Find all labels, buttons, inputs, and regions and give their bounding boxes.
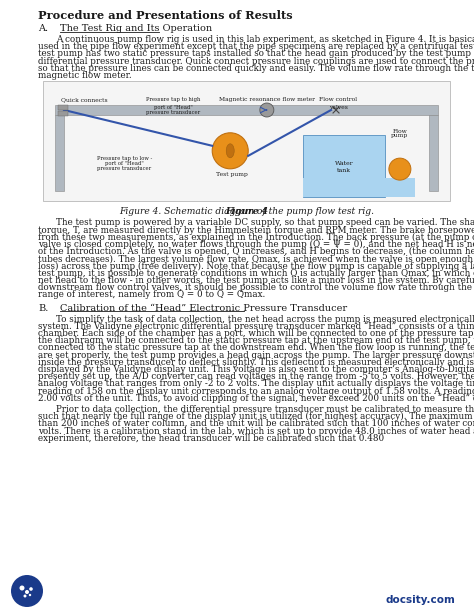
Text: downstream flow control valves, it should be possible to control the volume flow: downstream flow control valves, it shoul… (38, 283, 474, 292)
Text: A.: A. (38, 24, 48, 33)
Text: inside the pressure transducer to deflect slightly. This deflection is measured : inside the pressure transducer to deflec… (38, 358, 474, 367)
Text: so that the pressure lines can be connected quickly and easily. The volume flow : so that the pressure lines can be connec… (38, 64, 474, 73)
Text: The Test Rig and Its Operation: The Test Rig and Its Operation (60, 24, 212, 33)
Text: range of interest, namely from Q = 0 to Q = Qmax.: range of interest, namely from Q = 0 to … (38, 291, 265, 299)
Circle shape (11, 575, 43, 607)
Text: chamber. Each side of the chamber has a port, which will be connected to one of : chamber. Each side of the chamber has a … (38, 329, 474, 338)
Bar (55, 105, 438, 115)
Text: such that nearly the full range of the display unit is utilized (for highest acc: such that nearly the full range of the d… (38, 412, 474, 421)
Text: connected to the static pressure tap at the downstream end. When the flow loop i: connected to the static pressure tap at … (38, 343, 474, 352)
Text: presently set up, the A/D converter can read voltages in the range from -5 to 5 : presently set up, the A/D converter can … (38, 372, 474, 381)
Text: differential pressure transducer. Quick connect pressure line couplings are used: differential pressure transducer. Quick … (38, 56, 474, 66)
Text: of the Introduction. As the valve is opened, Q increases, and H begins to decrea: of the Introduction. As the valve is ope… (38, 247, 474, 256)
Circle shape (212, 133, 248, 169)
Text: test pump has two static pressure taps installed so that the head gain produced : test pump has two static pressure taps i… (38, 50, 474, 58)
Text: magnetic flow meter.: magnetic flow meter. (38, 71, 132, 80)
Text: Quick connects: Quick connects (61, 97, 108, 102)
Circle shape (389, 158, 411, 180)
Ellipse shape (226, 144, 234, 158)
Text: tank: tank (337, 167, 351, 172)
Bar (429, 115, 438, 191)
Text: To simplify the task of data collection, the net head across the pump is measure: To simplify the task of data collection,… (56, 314, 474, 324)
Text: displayed by the Validyne display unit. This voltage is also sent to the compute: displayed by the Validyne display unit. … (38, 365, 474, 374)
Bar (58, 110, 68, 115)
Text: pressure transducer: pressure transducer (146, 110, 201, 115)
Circle shape (25, 590, 29, 594)
Text: net head to the flow - in other words, the test pump acts like a minor loss in t: net head to the flow - in other words, t… (38, 276, 474, 285)
Circle shape (29, 587, 33, 591)
Text: Figure 4. Schematic diagram of the pump flow test rig.: Figure 4. Schematic diagram of the pump … (119, 207, 374, 216)
Text: loss) across the pump (free delivery). Note that because the flow pump is capabl: loss) across the pump (free delivery). N… (38, 262, 474, 271)
Text: Figure 4: Figure 4 (225, 207, 268, 216)
Text: port of "Head": port of "Head" (105, 161, 144, 166)
Text: analog voltage that ranges from only -2 to 2 volts. The display unit actually di: analog voltage that ranges from only -2 … (38, 379, 474, 389)
Text: Magnetic resonance flow meter: Magnetic resonance flow meter (219, 97, 315, 102)
Text: are set properly, the test pump provides a head gain across the pump. The larger: are set properly, the test pump provides… (38, 351, 474, 360)
Circle shape (19, 585, 25, 590)
Text: pressure transducer: pressure transducer (97, 166, 152, 171)
Text: than 200 inches of water column, and the unit will be calibrated such that 100 i: than 200 inches of water column, and the… (38, 419, 474, 428)
Circle shape (24, 595, 27, 598)
Text: the diaphragm will be connected to the static pressure tap at the upstream end o: the diaphragm will be connected to the s… (38, 336, 474, 345)
Text: used in the pipe flow experiment except that the pipe specimens are replaced by : used in the pipe flow experiment except … (38, 42, 474, 51)
Text: B.: B. (38, 303, 48, 313)
Text: volts. There is a calibration stand in the lab, which is set up to provide 48.0 : volts. There is a calibration stand in t… (38, 427, 474, 436)
Text: docsity.com: docsity.com (385, 595, 455, 605)
Text: Prior to data collection, the differential pressure transducer must be calibrate: Prior to data collection, the differenti… (56, 405, 474, 414)
Text: Flow control: Flow control (319, 97, 357, 102)
Text: test pump, it is possible to generate conditions in which Q is actually larger t: test pump, it is possible to generate co… (38, 268, 474, 278)
Text: Calibration of the “Head” Electronic Pressure Transducer: Calibration of the “Head” Electronic Pre… (60, 303, 347, 313)
Text: The test pump is powered by a variable DC supply, so that pump speed can be vari: The test pump is powered by a variable D… (56, 218, 474, 227)
Text: experiment, therefore, the head transducer will be calibrated such that 0.480: experiment, therefore, the head transduc… (38, 434, 384, 443)
Text: valve is closed completely, no water flows through the pump (Q = Ψ = 0), and the: valve is closed completely, no water flo… (38, 240, 474, 249)
Text: Flow: Flow (392, 129, 407, 134)
Text: valves: valves (328, 105, 347, 110)
Text: system. The Validyne electronic differential pressure transducer marked “Head” c: system. The Validyne electronic differen… (38, 322, 474, 331)
Text: 2.00 volts of the unit. Thus, to avoid clipping of the signal, never exceed 200 : 2.00 volts of the unit. Thus, to avoid c… (38, 394, 474, 403)
Text: A continuous pump flow rig is used in this lab experiment, as sketched in Figure: A continuous pump flow rig is used in th… (56, 35, 474, 44)
Circle shape (260, 103, 274, 117)
Bar (55, 115, 64, 191)
Bar (43, 81, 450, 201)
Bar (303, 135, 385, 197)
Text: tubes decreases). The largest volume flow rate, Qmax, is achieved when the valve: tubes decreases). The largest volume flo… (38, 254, 474, 264)
Bar (303, 178, 415, 197)
Text: Water: Water (335, 161, 354, 166)
Bar (58, 104, 68, 110)
Text: torque, T, are measured directly by the Himmelstein torque and RPM meter. The br: torque, T, are measured directly by the … (38, 226, 474, 235)
Text: Procedure and Presentations of Results: Procedure and Presentations of Results (38, 10, 292, 21)
Text: Test pump: Test pump (216, 172, 248, 177)
Text: Pressure tap to low -: Pressure tap to low - (97, 156, 152, 161)
Circle shape (29, 594, 31, 596)
Text: from these two measurements, as explained in the Introduction. The back pressure: from these two measurements, as explaine… (38, 233, 474, 242)
Text: port of "Head": port of "Head" (154, 105, 192, 110)
Text: reading of 158 on the display unit corresponds to an analog voltage output of 1.: reading of 158 on the display unit corre… (38, 387, 474, 395)
Text: Pressure tap to high: Pressure tap to high (146, 97, 201, 102)
Text: pump: pump (391, 133, 409, 138)
